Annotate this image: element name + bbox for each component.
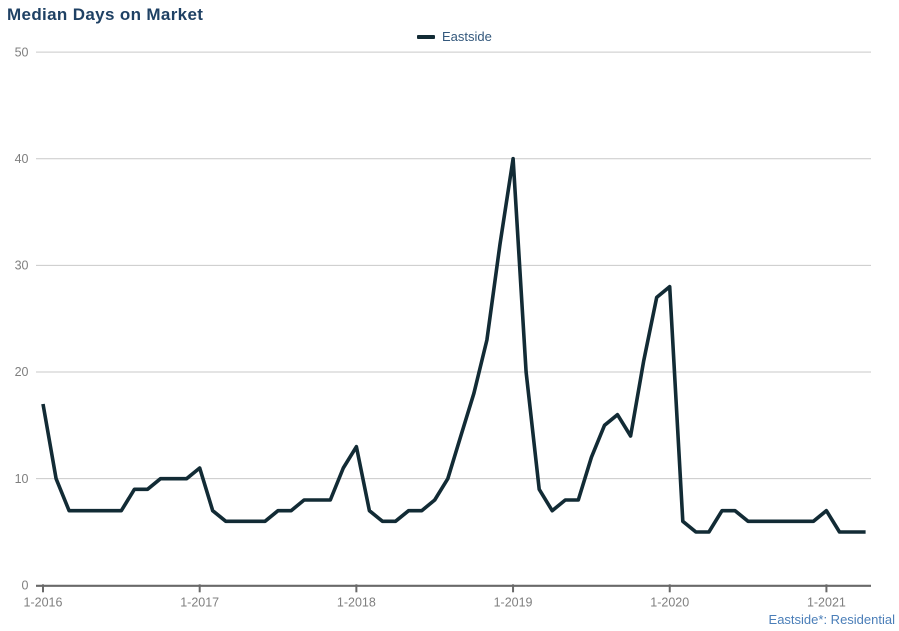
x-tick-label: 1-2019 (494, 595, 533, 609)
footer-note: Eastside*: Residential (768, 612, 895, 627)
y-tick-label: 20 (15, 365, 29, 379)
x-tick-label: 1-2016 (24, 595, 63, 609)
y-tick-label: 0 (22, 579, 29, 593)
chart-title: Median Days on Market (7, 5, 204, 24)
x-tick-label: 1-2018 (337, 595, 376, 609)
x-tick-label: 1-2020 (650, 595, 689, 609)
y-tick-label: 50 (15, 45, 29, 59)
y-tick-label: 10 (15, 472, 29, 486)
series-line-eastside (41, 156, 866, 534)
legend-label: Eastside (442, 29, 492, 44)
y-tick-label: 30 (15, 259, 29, 273)
y-tick-label: 40 (15, 152, 29, 166)
legend-line-swatch (417, 34, 435, 39)
x-tick-label: 1-2021 (807, 595, 846, 609)
x-tick-label: 1-2017 (180, 595, 219, 609)
legend: Eastside (417, 29, 492, 44)
